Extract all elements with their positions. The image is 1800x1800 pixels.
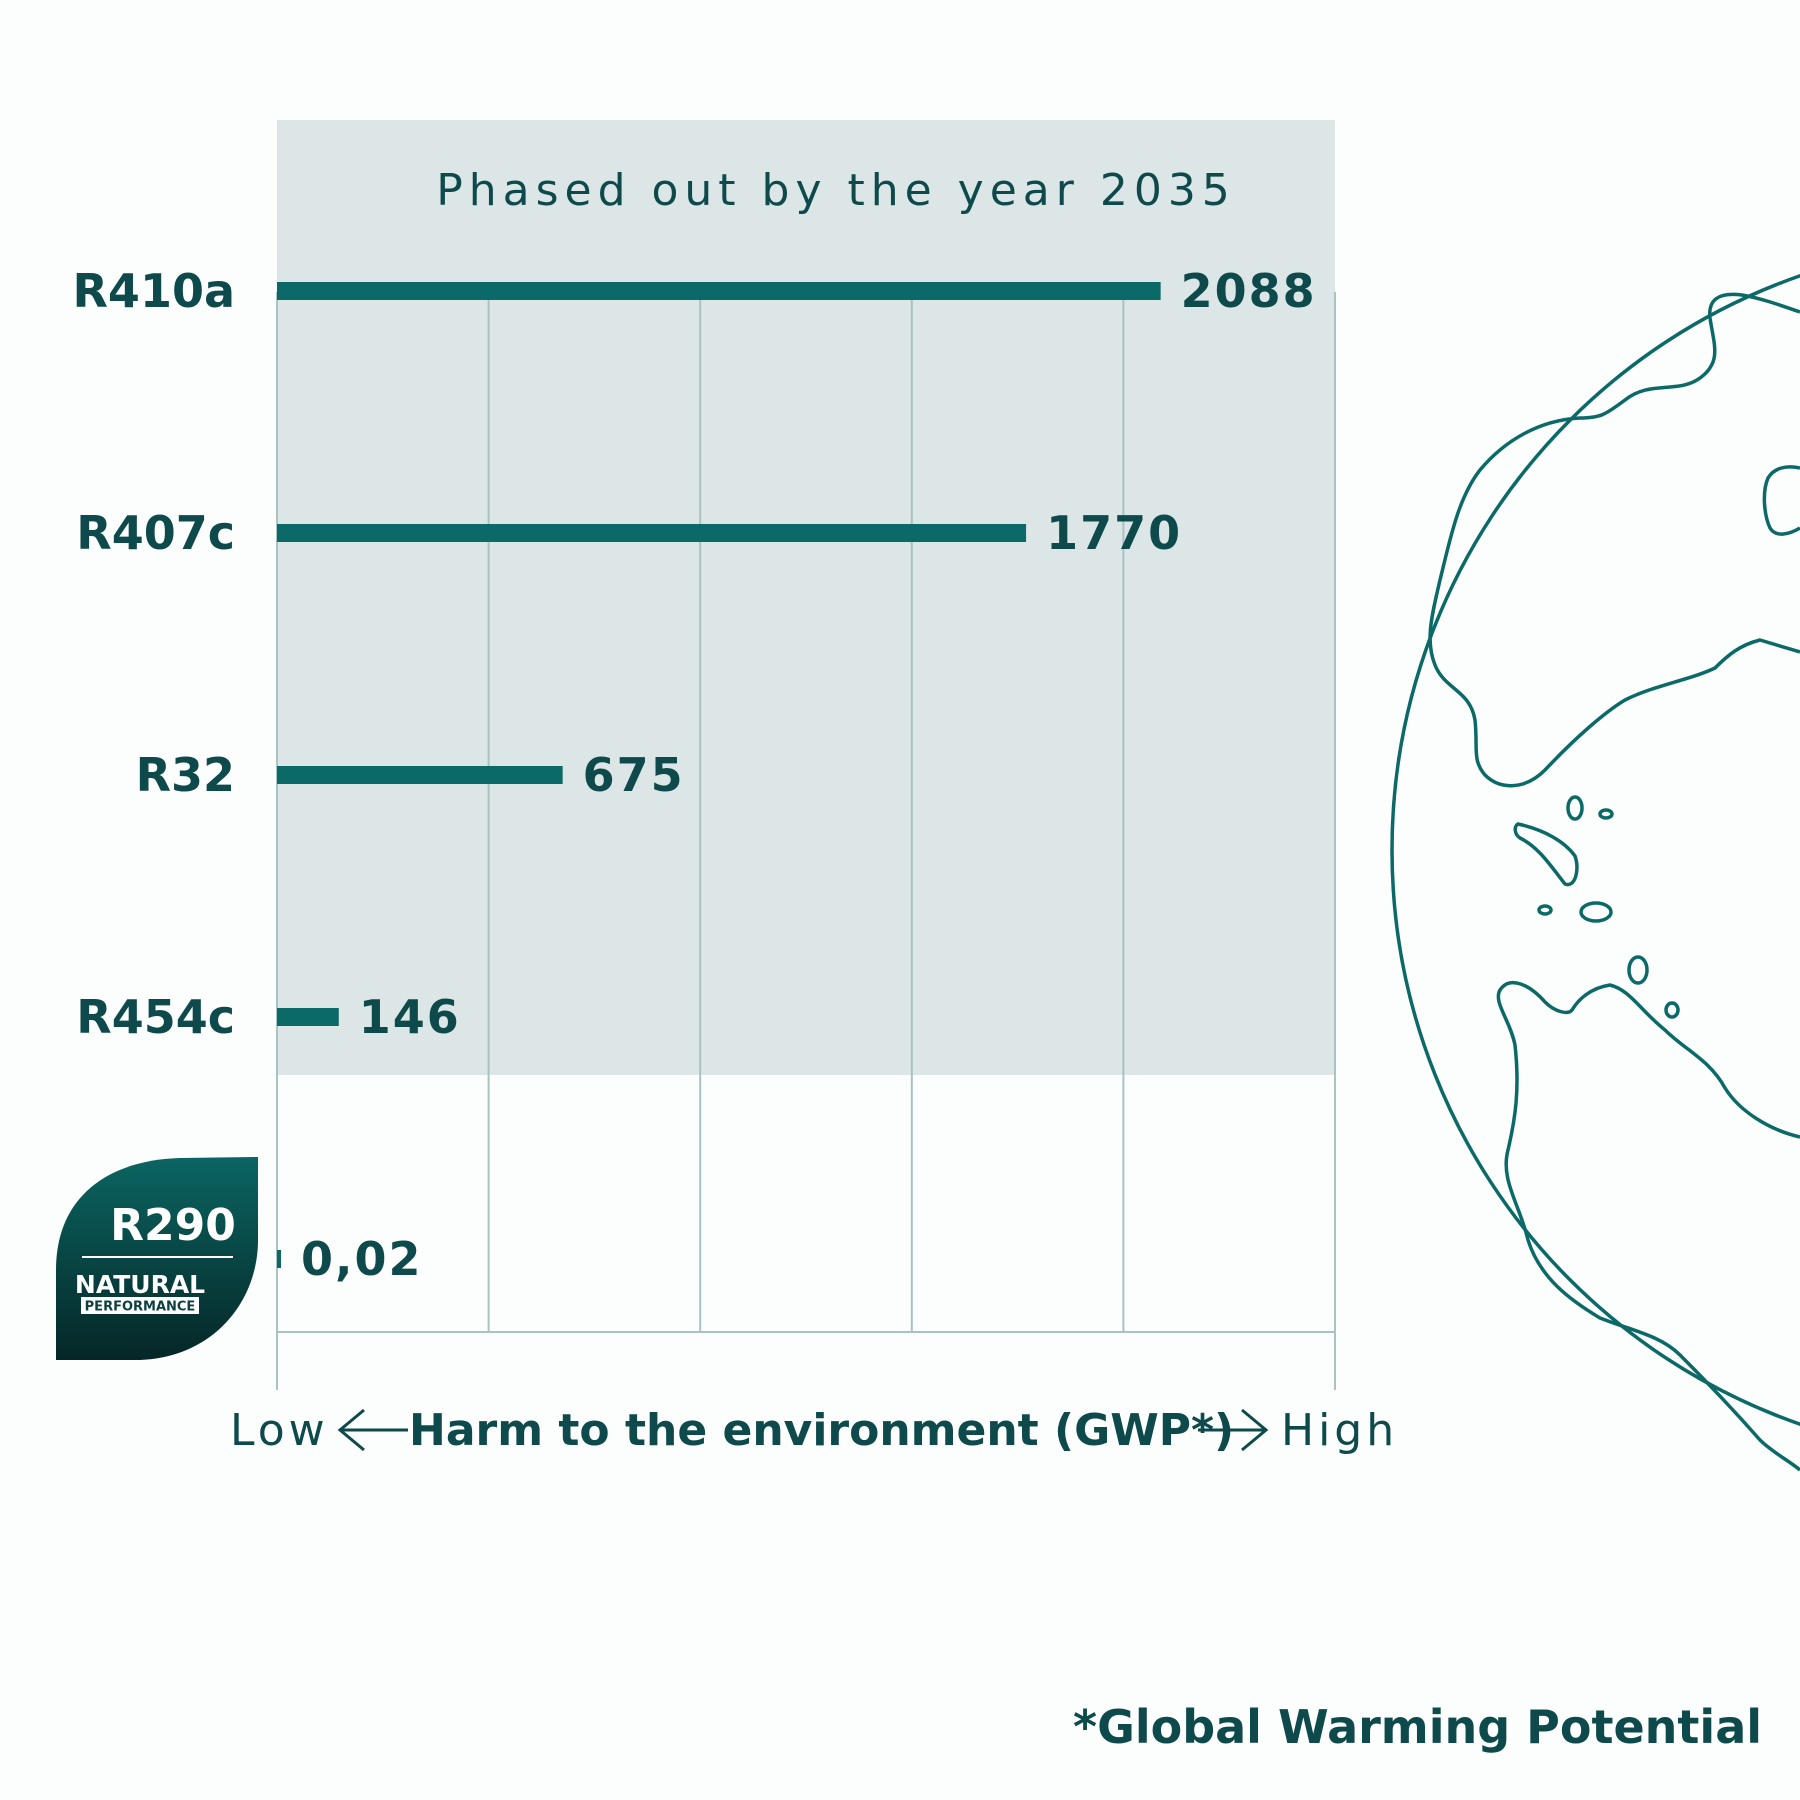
bar-r454c — [277, 1008, 339, 1026]
category-label-r454c: R454c — [76, 990, 235, 1044]
globe-outline-icon — [1390, 274, 1800, 1472]
footnote-gwp: *Global Warming Potential — [1073, 1700, 1762, 1754]
r290-natural-badge: R290 NATURAL PERFORMANCE — [56, 1157, 258, 1360]
category-label-r32: R32 — [136, 748, 235, 802]
badge-performance-box — [81, 1297, 199, 1314]
category-label-r407c: R407c — [76, 506, 235, 560]
leaf-badge-shape — [56, 1157, 258, 1360]
value-label-r454c: 146 — [359, 990, 461, 1044]
axis-low-label: Low — [230, 1405, 329, 1456]
phase-out-title: Phased out by the year 2035 — [436, 165, 1236, 216]
value-label-r410a: 2088 — [1181, 264, 1317, 318]
axis-high-label: High — [1281, 1405, 1398, 1456]
bar-r32 — [277, 766, 563, 784]
axis-title: Harm to the environment (GWP*) — [409, 1405, 1234, 1456]
badge-natural-label: NATURAL — [75, 1270, 205, 1299]
bar-r290 — [277, 1250, 281, 1268]
bar-r407c — [277, 524, 1027, 542]
category-label-r410a: R410a — [73, 264, 235, 318]
grid-layer — [276, 292, 1336, 1390]
badge-performance-label: PERFORMANCE — [85, 1300, 196, 1315]
bar-r410a — [277, 282, 1161, 300]
value-label-r32: 675 — [583, 748, 685, 802]
badge-refrigerant-name: R290 — [110, 1200, 236, 1251]
arrow-right-icon — [1198, 1408, 1269, 1452]
value-label-r407c: 1770 — [1046, 506, 1182, 560]
bar-layer: 2088 R410a 1770 R407c 675 R32 146 R454c 0,02 — [73, 264, 1317, 1286]
phase-out-band — [277, 120, 1335, 1075]
value-label-r290: 0,02 — [301, 1232, 423, 1286]
arrow-left-icon — [337, 1408, 408, 1452]
